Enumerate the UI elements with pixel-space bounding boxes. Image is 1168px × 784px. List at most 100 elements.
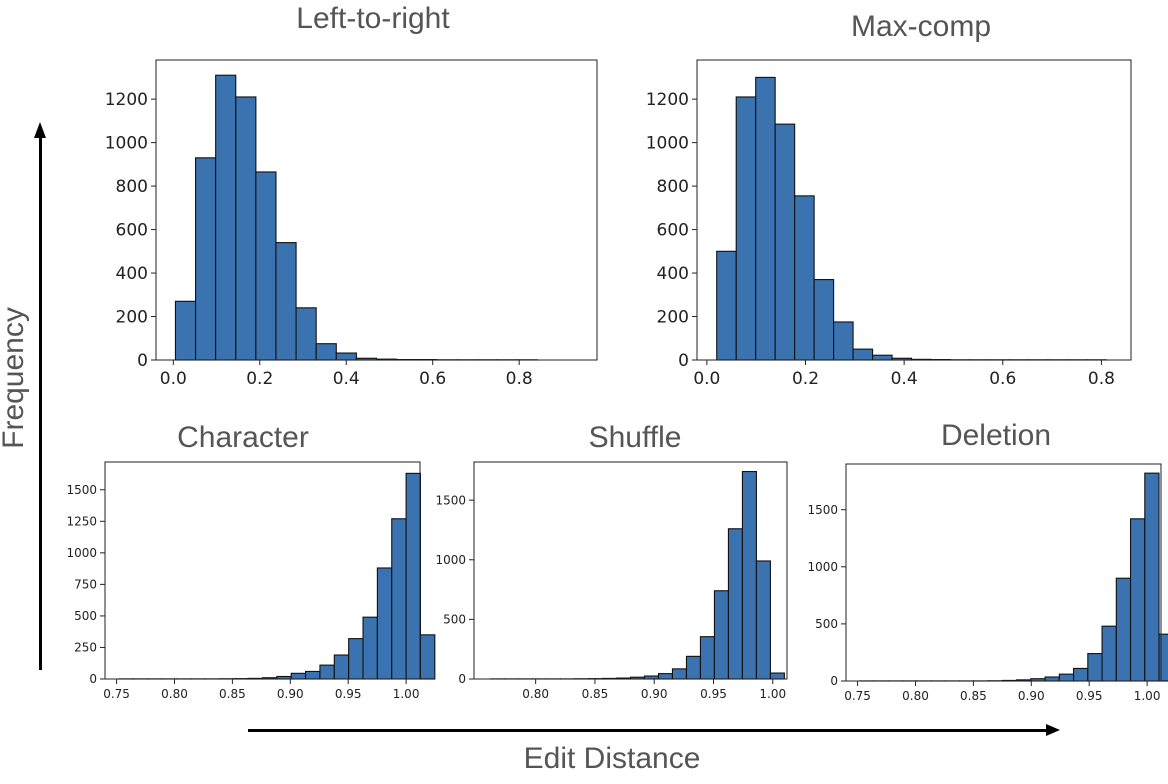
y-tick-label: 250 (74, 641, 97, 655)
y-tick-label: 0 (830, 674, 838, 688)
y-tick-label: 500 (443, 613, 466, 627)
y-tick-label: 750 (74, 578, 97, 592)
bar (727, 528, 743, 680)
bar (813, 279, 835, 361)
bar (1087, 653, 1103, 682)
bar (774, 123, 796, 361)
bar (315, 343, 337, 361)
x-tick-label: 0.85 (582, 687, 609, 701)
x-axis-arrow-head (1046, 724, 1060, 736)
x-tick-label: 0.90 (277, 687, 304, 701)
plot-frame (104, 461, 421, 680)
plot-frame (845, 463, 1162, 682)
y-tick-label: 200 (116, 307, 148, 327)
bar (335, 352, 357, 361)
bar (852, 348, 874, 361)
x-tick-label: 0.0 (160, 369, 187, 389)
chart-title-max-comp: Max-comp (850, 10, 992, 43)
x-tick-label: 0.85 (219, 687, 246, 701)
bar (755, 76, 776, 361)
bar (833, 321, 854, 361)
bar (295, 307, 317, 361)
bar (1115, 577, 1132, 682)
bar (699, 636, 715, 680)
bar (1058, 673, 1075, 682)
x-tick-label: 0.8 (1088, 369, 1115, 389)
y-tick-label: 500 (74, 609, 97, 623)
bar (755, 560, 771, 680)
chart-max-comp: 0.0 0.2 0.4 0.6 0.8 0 200 400 600 800 1000 1200 (646, 59, 1132, 389)
x-tick-label: 0.4 (333, 369, 360, 389)
bar (1129, 518, 1146, 682)
plot-frame (155, 59, 598, 361)
x-tick-label: 0.75 (844, 689, 871, 703)
y-tick-label: 400 (657, 264, 689, 284)
x-tick-label: 1.00 (1134, 689, 1161, 703)
y-tick-label: 1500 (66, 483, 97, 497)
x-tick-label: 0.85 (960, 689, 987, 703)
bar (348, 638, 364, 680)
y-tick-label: 1200 (646, 90, 689, 110)
bar (735, 96, 757, 361)
bar (333, 654, 350, 680)
bar (741, 470, 757, 680)
bar (275, 242, 297, 361)
x-tick-label: 0.75 (103, 687, 130, 701)
y-tick-label: 1000 (807, 560, 838, 574)
bar (716, 250, 737, 361)
y-tick-label: 1250 (66, 514, 97, 528)
x-tick-label: 0.2 (792, 369, 819, 389)
bar (419, 634, 436, 680)
y-tick-label: 800 (116, 177, 148, 197)
chart-title-deletion: Deletion (940, 419, 1052, 452)
chart-left-to-right: 0.0 0.2 0.4 0.6 0.8 0 200 400 600 800 1000 1200 (105, 59, 598, 389)
y-tick-label: 0 (89, 672, 97, 686)
chart-shuffle: 0.80 0.85 0.90 0.95 1.00 0 500 1000 1500 (435, 461, 788, 701)
bar (794, 195, 815, 361)
bar (362, 616, 378, 680)
y-tick-label: 600 (116, 221, 148, 241)
y-tick-label: 0 (137, 351, 148, 371)
bar (713, 590, 729, 680)
x-tick-label: 0.2 (246, 369, 273, 389)
y-axis-label: Frequency (0, 307, 30, 449)
x-tick-label: 0.90 (641, 687, 668, 701)
plot-frame (473, 461, 788, 680)
bar (657, 673, 674, 680)
y-tick-label: 1500 (807, 503, 838, 517)
x-tick-label: 0.8 (506, 369, 533, 389)
chart-title-left-to-right: Left-to-right (296, 2, 450, 35)
y-tick-label: 0 (678, 351, 689, 371)
y-tick-label: 200 (657, 307, 689, 327)
y-axis-arrow-head (34, 122, 46, 138)
bar (1044, 676, 1060, 682)
plot-frame (696, 59, 1132, 361)
x-axis-label: Edit Distance (523, 742, 701, 775)
bar (671, 668, 688, 680)
y-tick-label: 1000 (435, 553, 466, 567)
bar (174, 300, 197, 361)
x-tick-label: 0.6 (419, 369, 446, 389)
bar (290, 672, 307, 680)
y-tick-label: 1200 (105, 90, 148, 110)
x-tick-label: 0.80 (161, 687, 188, 701)
x-tick-label: 0.6 (989, 369, 1016, 389)
x-tick-label: 0.90 (1018, 689, 1045, 703)
x-tick-label: 0.80 (522, 687, 549, 701)
y-tick-label: 1000 (646, 134, 689, 154)
y-tick-label: 1000 (66, 546, 97, 560)
bar (319, 664, 335, 680)
bar (685, 655, 702, 680)
y-tick-label: 1000 (105, 134, 148, 154)
bar (235, 96, 257, 361)
bar (376, 567, 393, 680)
x-tick-label: 0.95 (700, 687, 727, 701)
x-tick-label: 0.95 (1076, 689, 1103, 703)
x-tick-label: 0.95 (335, 687, 362, 701)
x-tick-label: 1.00 (759, 687, 786, 701)
chart-title-shuffle: Shuffle (588, 421, 682, 454)
bar (1073, 667, 1089, 682)
bar (215, 74, 237, 361)
